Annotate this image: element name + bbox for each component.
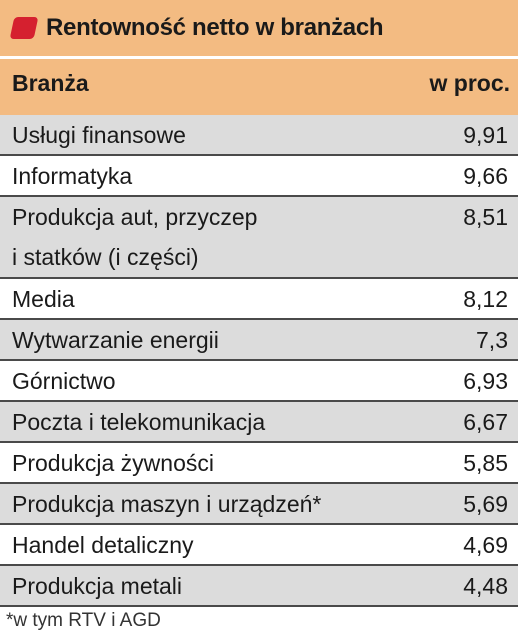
row-label: Usługi finansowe: [12, 115, 392, 155]
table-row: Poczta i telekomunikacja 6,67: [0, 402, 518, 443]
row-label-line: Produkcja żywności: [12, 450, 214, 476]
table-row: Produkcja maszyn i urządzeń* 5,69: [0, 484, 518, 525]
row-label: Poczta i telekomunikacja: [12, 402, 392, 442]
header-divider: [0, 56, 518, 59]
column-header-unit: w proc.: [429, 70, 510, 96]
row-label: Handel detaliczny: [12, 525, 392, 565]
table-row: Górnictwo 6,93: [0, 361, 518, 402]
row-label: Górnictwo: [12, 361, 392, 401]
table-row: Informatyka 9,66: [0, 156, 518, 197]
row-label-line: Produkcja metali: [12, 573, 183, 599]
row-label-line: Usługi finansowe: [12, 122, 186, 148]
table-row: Produkcja aut, przyczep i statków (i częś…: [0, 197, 518, 279]
table-row: Usługi finansowe 9,91: [0, 115, 518, 156]
row-value: 9,91: [463, 122, 508, 148]
row-value: 6,67: [463, 409, 508, 435]
row-value: 9,66: [463, 163, 508, 189]
row-label-line: Media: [12, 286, 75, 312]
row-label-line: Informatyka: [12, 163, 133, 189]
row-value: 8,12: [463, 286, 508, 312]
row-label: Informatyka: [12, 156, 392, 196]
table-row: Produkcja metali 4,48: [0, 566, 518, 607]
table-row: Produkcja żywności 5,85: [0, 443, 518, 484]
row-value: 5,85: [463, 450, 508, 476]
row-label-line: Handel detaliczny: [12, 532, 194, 558]
row-label-line: Wytwarzanie energii: [12, 327, 219, 353]
table-row: Handel detaliczny 4,69: [0, 525, 518, 566]
row-label-line: Górnictwo: [12, 368, 116, 394]
row-label: Wytwarzanie energii: [12, 320, 392, 360]
row-label: Produkcja aut, przyczep i statków (i częś…: [12, 197, 392, 277]
row-label-line: i statków (i części): [12, 244, 199, 270]
row-value: 6,93: [463, 368, 508, 394]
title-row: Rentowność netto w branżach: [9, 14, 384, 42]
red-marker-icon: [9, 17, 39, 39]
row-label: Media: [12, 279, 392, 319]
row-label: Produkcja metali: [12, 566, 392, 606]
chart-title: Rentowność netto w branżach: [46, 14, 384, 41]
row-label-line: Poczta i telekomunikacja: [12, 409, 266, 435]
row-label-line: Produkcja aut, przyczep: [12, 204, 258, 230]
footnote: *w tym RTV i AGD: [6, 610, 161, 631]
table-header: Rentowność netto w branżach Branża w pro…: [0, 0, 518, 115]
row-label: Produkcja żywności: [12, 443, 392, 483]
row-value: 7,3: [476, 327, 508, 353]
table-row: Wytwarzanie energii 7,3: [0, 320, 518, 361]
table-row: Media 8,12: [0, 279, 518, 320]
row-label-line: Produkcja maszyn i urządzeń*: [12, 491, 322, 517]
column-header-sector: Branża: [12, 70, 89, 96]
row-value: 8,51: [463, 204, 508, 230]
row-label: Produkcja maszyn i urządzeń*: [12, 484, 392, 524]
table-body: Usługi finansowe 9,91 Informatyka 9,66 Produ…: [0, 115, 518, 607]
row-value: 4,48: [463, 573, 508, 599]
row-value: 4,69: [463, 532, 508, 558]
row-value: 5,69: [463, 491, 508, 517]
